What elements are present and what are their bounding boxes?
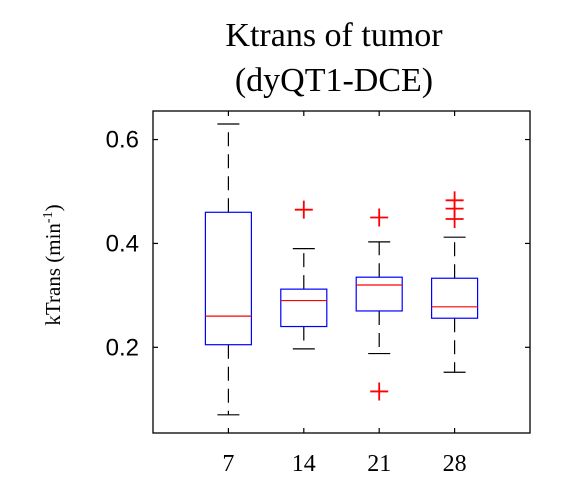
y-axis-label-main: kTrans (min [41, 223, 65, 326]
box-7 [204, 211, 252, 346]
y-axis-label-superscript: -1 [41, 211, 56, 223]
y-axis-label: kTrans (min-1) [41, 204, 65, 325]
plot-area: 0.2 0.4 0.6 7 14 21 28 [106, 110, 531, 477]
outlier-14-0 [294, 200, 313, 219]
x-tick-label-0: 7 [222, 451, 234, 477]
box-14 [280, 288, 328, 328]
chart-title-line-2: (dyQT1-DCE) [235, 62, 433, 99]
box-21 [355, 276, 403, 312]
y-tick-label-2: 0.6 [106, 127, 139, 154]
outlier-28-2 [445, 191, 464, 210]
box-28 [431, 277, 479, 319]
outlier-21-1 [370, 382, 389, 401]
y-tick-label-1: 0.4 [106, 230, 139, 257]
x-tick-label-1: 14 [292, 451, 316, 477]
y-axis-label-suffix: ) [41, 204, 65, 211]
x-tick-label-2: 21 [367, 451, 391, 477]
y-tick-label-0: 0.2 [106, 334, 139, 361]
chart-title-line-1: Ktrans of tumor [225, 17, 443, 54]
x-tick-label-3: 28 [443, 451, 467, 477]
outlier-21-0 [370, 208, 389, 227]
plot-frame [152, 110, 531, 434]
